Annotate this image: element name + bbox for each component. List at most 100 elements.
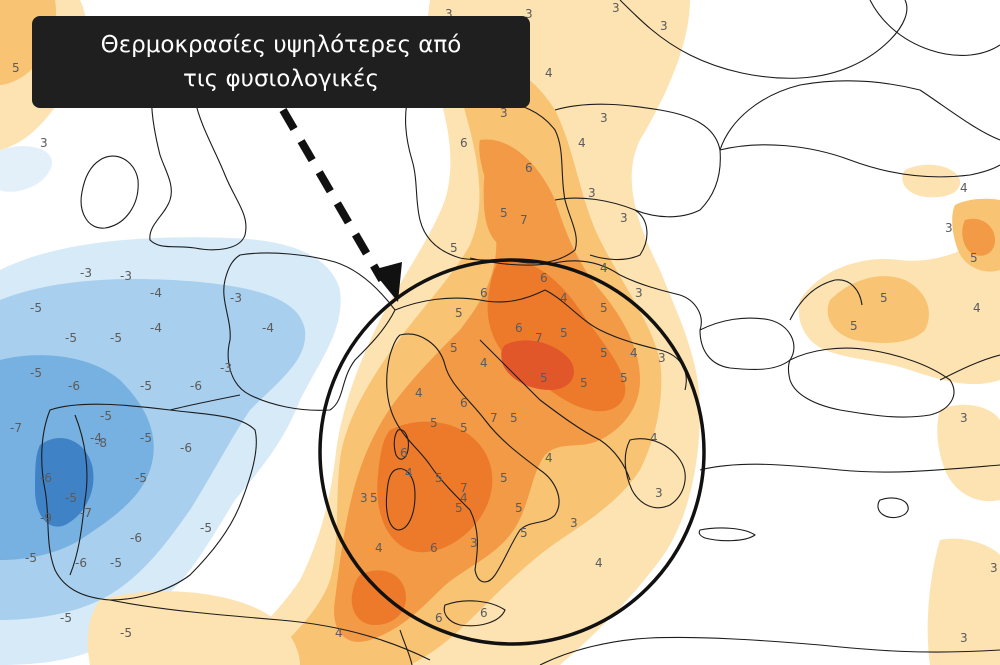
anomaly-value-label: 7 — [490, 411, 498, 425]
anomaly-value-label: -6 — [68, 379, 80, 393]
anomaly-value-label: 5 — [510, 411, 518, 425]
baltic-coast — [869, 0, 1000, 56]
poland-border — [554, 103, 721, 218]
warm-region-strong-balkans — [487, 259, 626, 412]
anomaly-labels: 5353333453346363575463645567555443555466… — [10, 1, 998, 645]
austria-border — [469, 257, 621, 276]
anomaly-value-label: -5 — [140, 379, 152, 393]
anomaly-value-label: 6 — [525, 161, 533, 175]
anomaly-value-label: 4 — [630, 346, 638, 360]
warm-region-bottom-left — [87, 591, 300, 665]
crete-coast — [698, 527, 756, 542]
warm-region-bottom-right — [927, 538, 1000, 665]
anomaly-value-label: 5 — [455, 306, 463, 320]
anomaly-value-label: 6 — [540, 271, 548, 285]
romania-border — [699, 317, 795, 371]
greece-outline — [624, 438, 686, 509]
anomaly-value-label: 4 — [545, 451, 553, 465]
anomaly-value-label: 5 — [450, 241, 458, 255]
anomaly-value-label: 6 — [515, 321, 523, 335]
anomaly-value-label: 4 — [460, 491, 468, 505]
anomaly-value-label: 3 — [620, 211, 628, 225]
anomaly-value-label: -6 — [40, 471, 52, 485]
anomaly-value-label: -5 — [60, 611, 72, 625]
warm-region-far-east-strong — [962, 218, 995, 256]
anomaly-value-label: 7 — [460, 481, 468, 495]
anomaly-value-label: 5 — [620, 371, 628, 385]
czech-border — [554, 197, 648, 261]
anomaly-value-label: 7 — [535, 331, 543, 345]
highlight-circle — [318, 258, 706, 646]
anomaly-value-label: -5 — [25, 551, 37, 565]
spain-france-border — [169, 394, 241, 411]
anomaly-value-label: 3 — [570, 516, 578, 530]
anomaly-value-label: 6 — [460, 136, 468, 150]
anomaly-value-label: -9 — [40, 511, 52, 525]
anomaly-value-label: 6 — [400, 446, 408, 460]
turkey-coast — [699, 463, 1000, 473]
britain-coast — [149, 58, 247, 251]
scandinavia-coast — [619, 0, 908, 79]
sicily-coast — [443, 600, 506, 627]
anomaly-value-label: 5 — [500, 206, 508, 220]
anomaly-value-label: 5 — [370, 491, 378, 505]
anomaly-value-label: 4 — [600, 261, 608, 275]
anomaly-value-label: 5 — [500, 471, 508, 485]
anomaly-value-label: -5 — [140, 431, 152, 445]
anomaly-value-label: -7 — [10, 421, 22, 435]
anomaly-value-label: 5 — [600, 301, 608, 315]
ireland-coast — [80, 155, 139, 229]
anomaly-value-label: 3 — [470, 536, 478, 550]
anomaly-value-label: 5 — [455, 501, 463, 515]
anomaly-value-label: -5 — [65, 331, 77, 345]
sardinia-coast — [385, 468, 416, 531]
callout-box: Θερμοκρασίες υψηλότερες από τις φυσιολογ… — [32, 16, 530, 108]
anomaly-value-label: -7 — [80, 506, 92, 520]
anomaly-value-label: 3 — [655, 486, 663, 500]
anomaly-value-label: 3 — [600, 111, 608, 125]
iberia-coast — [41, 403, 257, 601]
france-border — [223, 252, 396, 411]
anomaly-value-label: 3 — [635, 286, 643, 300]
anomaly-value-label: -6 — [180, 441, 192, 455]
anomaly-value-label: -5 — [65, 491, 77, 505]
anomaly-value-label: -4 — [90, 431, 102, 445]
anomaly-value-label: 5 — [430, 416, 438, 430]
anomaly-value-label: 5 — [970, 251, 978, 265]
arrow-head — [372, 262, 402, 302]
black-sea-coast — [787, 347, 955, 418]
anomaly-value-label: -5 — [135, 471, 147, 485]
anomaly-value-label: 4 — [405, 466, 413, 480]
callout-line-1: Θερμοκρασίες υψηλότερες από — [100, 32, 462, 58]
anomaly-value-label: -5 — [30, 301, 42, 315]
callout-line-2: τις φυσιολογικές — [183, 66, 379, 92]
tunisia-border — [399, 629, 413, 665]
north-africa-coast — [109, 599, 431, 661]
anomaly-value-label: 3 — [612, 1, 620, 15]
anomaly-value-label: 3 — [40, 136, 48, 150]
hungary-border — [619, 274, 702, 331]
warm-region-east — [827, 276, 929, 343]
anomaly-value-label: -4 — [150, 286, 162, 300]
anomaly-value-label: 5 — [520, 526, 528, 540]
anomaly-value-label: -5 — [120, 626, 132, 640]
cyprus-coast — [877, 497, 909, 519]
anomaly-value-label: -6 — [190, 379, 202, 393]
anomaly-value-label: 3 — [990, 561, 998, 575]
anomaly-value-label: -4 — [262, 321, 274, 335]
anomaly-value-label: 5 — [540, 371, 548, 385]
anomaly-value-label: 5 — [600, 346, 608, 360]
anomaly-value-label: 5 — [560, 326, 568, 340]
anomaly-value-label: 6 — [480, 606, 488, 620]
anomaly-value-label: 3 — [525, 7, 533, 21]
cold-region-top — [0, 146, 52, 192]
anomaly-value-label: 4 — [560, 291, 568, 305]
anomaly-value-label: 5 — [580, 376, 588, 390]
anomaly-value-label: 6 — [435, 611, 443, 625]
adriatic-coast — [479, 339, 631, 481]
anomaly-value-label: -5 — [30, 366, 42, 380]
anomaly-value-label: 6 — [430, 541, 438, 555]
anomaly-value-label: 5 — [850, 319, 858, 333]
anomaly-value-label: 4 — [960, 181, 968, 195]
